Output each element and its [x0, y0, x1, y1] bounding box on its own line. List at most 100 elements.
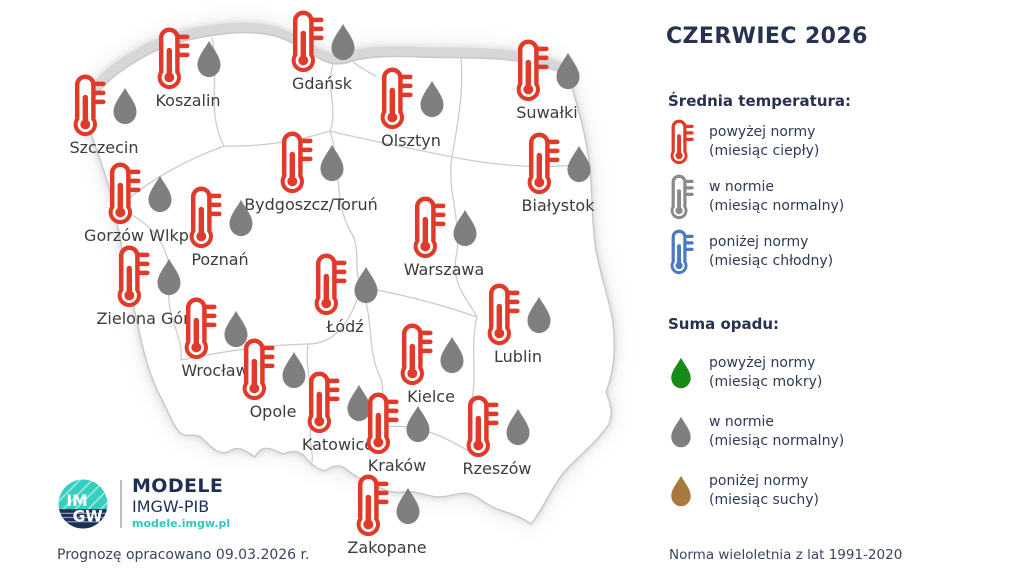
- city-label: Gdańsk: [291, 74, 353, 93]
- thermometer-gray-icon: [668, 174, 694, 220]
- city-label: Opole: [249, 402, 297, 421]
- norm-note: Norma wieloletnia z lat 1991-2020: [669, 547, 903, 563]
- thermometer-icon: [363, 392, 399, 455]
- city-label: Warszawa: [403, 260, 485, 279]
- city-icons: [417, 395, 577, 458]
- thermometer-icon: [353, 474, 389, 537]
- droplet-icon: [565, 145, 593, 183]
- droplet-icon: [155, 258, 183, 296]
- city-marker: Gorzów Wlkp.: [59, 162, 219, 245]
- city-label: Białystok: [521, 196, 595, 215]
- city-marker: Białystok: [478, 132, 638, 215]
- logo-divider: [120, 479, 122, 528]
- city-icons: [331, 67, 491, 130]
- city-marker: Zielona Góra: [68, 245, 228, 328]
- legend-item-label: poniżej normy (miesiąc suchy): [709, 473, 819, 508]
- city-marker: Wrocław: [135, 297, 295, 380]
- droplet-icon: [352, 266, 380, 304]
- city-marker: Bydgoszcz/Toruń: [231, 131, 391, 214]
- city-marker: Lublin: [438, 283, 598, 366]
- droplet-green-icon: [669, 357, 693, 389]
- droplet-icon: [195, 40, 223, 78]
- city-marker: Kraków: [317, 392, 477, 475]
- city-marker: Opole: [193, 338, 353, 421]
- city-icons: [140, 186, 300, 249]
- temperature-legend-heading: Średnia temperatura:: [668, 92, 852, 110]
- thermometer-icon: [70, 74, 106, 137]
- city-icons: [467, 39, 627, 102]
- droplet-brown-icon: [669, 475, 693, 507]
- city-label: Kielce: [407, 387, 455, 406]
- droplet-icon: [438, 336, 466, 374]
- logo-subtitle: IMGW-PIB: [132, 497, 210, 516]
- droplet-icon: [451, 209, 479, 247]
- city-label: Rzeszów: [462, 459, 532, 478]
- thermometer-icon: [410, 196, 446, 259]
- city-icons: [478, 132, 638, 195]
- legend-item-label: w normie (miesiąc normalny): [709, 179, 845, 214]
- droplet-icon: [418, 80, 446, 118]
- city-marker: Koszalin: [108, 27, 268, 110]
- precipitation-legend-heading: Suma opadu:: [668, 315, 780, 333]
- legend-item-temp-above: powyżej normy (miesiąc ciepły): [668, 119, 1018, 165]
- legend-item-precip-above: powyżej normy (miesiąc mokry): [668, 354, 1018, 392]
- thermometer-icon: [311, 253, 347, 316]
- legend-item-precip-below: poniżej normy (miesiąc suchy): [668, 472, 1018, 510]
- legend-panel: CZERWIEC 2026 Średnia temperatura: powyż…: [666, 0, 1018, 510]
- city-marker: Kielce: [351, 323, 511, 406]
- legend-item-label: powyżej normy (miesiąc mokry): [709, 355, 823, 390]
- thermometer-icon: [513, 39, 549, 102]
- city-marker: Suwałki: [467, 39, 627, 122]
- thermometer-icon: [288, 10, 324, 73]
- legend-item-precip-normal: w normie (miesiąc normalny): [668, 413, 1018, 451]
- droplet-gray-icon: [669, 416, 693, 448]
- city-label: Kraków: [367, 456, 427, 475]
- thermometer-icon: [186, 186, 222, 249]
- city-label: Lublin: [494, 347, 542, 366]
- thermometer-blue-icon: [668, 229, 694, 275]
- droplet-icon: [329, 23, 357, 61]
- thermometer-icon: [377, 67, 413, 130]
- city-label: Olsztyn: [381, 131, 441, 150]
- legend-item-temp-below: poniżej normy (miesiąc chłodny): [668, 229, 1018, 275]
- thermometer-icon: [524, 132, 560, 195]
- legend-item-label: poniżej normy (miesiąc chłodny): [709, 234, 834, 269]
- droplet-icon: [394, 487, 422, 525]
- city-label: Bydgoszcz/Toruń: [244, 195, 378, 214]
- city-icons: [364, 196, 524, 259]
- city-label: Gorzów Wlkp.: [84, 226, 194, 245]
- city-marker: Szczecin: [24, 74, 184, 157]
- city-label: Wrocław: [181, 361, 249, 380]
- city-marker: Poznań: [140, 186, 300, 269]
- droplet-icon: [554, 52, 582, 90]
- city-marker: Zakopane: [307, 474, 467, 557]
- thermometer-icon: [277, 131, 313, 194]
- city-label: Katowice: [301, 435, 375, 454]
- legend-item-temp-normal: w normie (miesiąc normalny): [668, 174, 1018, 220]
- city-marker: Łódź: [265, 253, 425, 336]
- city-marker: Katowice: [258, 371, 418, 454]
- city-label: Poznań: [191, 250, 249, 269]
- page-title: CZERWIEC 2026: [666, 24, 868, 49]
- droplet-icon: [504, 408, 532, 446]
- imgw-logo-block: IM GW MODELE IMGW-PIB modele.imgw.pl: [58, 476, 230, 531]
- thermometer-icon: [105, 162, 141, 225]
- droplet-icon: [318, 144, 346, 182]
- city-icons: [242, 10, 402, 73]
- logo-url: modele.imgw.pl: [132, 517, 231, 530]
- city-marker: Olsztyn: [331, 67, 491, 150]
- droplet-icon: [227, 199, 255, 237]
- thermometer-red-icon: [668, 119, 694, 165]
- city-label: Suwałki: [516, 103, 578, 122]
- city-label: Łódź: [326, 317, 364, 336]
- thermometer-icon: [463, 395, 499, 458]
- logo-title: MODELE: [132, 475, 224, 497]
- city-label: Zakopane: [347, 538, 427, 557]
- city-label: Zielona Góra: [96, 309, 200, 328]
- city-label: Szczecin: [69, 138, 139, 157]
- city-icons: [231, 131, 391, 194]
- legend-item-label: powyżej normy (miesiąc ciepły): [709, 124, 820, 159]
- city-icons: [307, 474, 467, 537]
- svg-text:GW: GW: [73, 507, 103, 525]
